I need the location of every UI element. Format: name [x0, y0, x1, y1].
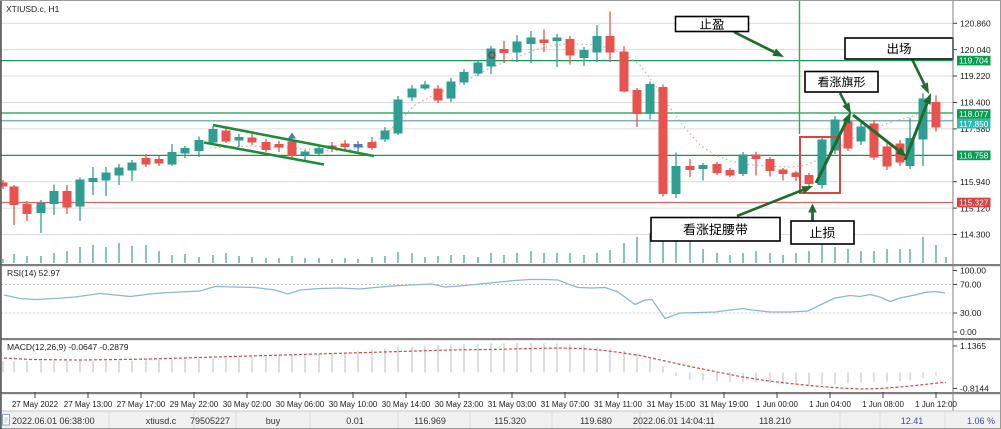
svg-text:120.860: 120.860 [960, 19, 991, 29]
svg-text:12.41: 12.41 [901, 416, 924, 426]
svg-text:27 May 13:00: 27 May 13:00 [64, 400, 113, 409]
svg-text:117.580: 117.580 [960, 124, 990, 134]
svg-text:30 May 23:00: 30 May 23:00 [435, 400, 484, 409]
svg-text:117.850: 117.850 [959, 119, 989, 129]
svg-text:118.210: 118.210 [759, 416, 791, 426]
svg-text:buy: buy [266, 416, 281, 426]
svg-text:31 May 07:00: 31 May 07:00 [541, 400, 590, 409]
svg-text:116.969: 116.969 [414, 416, 446, 426]
svg-text:119.680: 119.680 [580, 416, 612, 426]
svg-text:30 May 06:00: 30 May 06:00 [276, 400, 325, 409]
svg-text:1.06 %: 1.06 % [967, 416, 995, 426]
svg-text:1 Jun 12:00: 1 Jun 12:00 [915, 400, 957, 409]
svg-text:31 May 03:00: 31 May 03:00 [488, 400, 537, 409]
svg-text:115.940: 115.940 [960, 177, 990, 187]
svg-text:120.040: 120.040 [960, 45, 991, 55]
svg-text:30 May 14:00: 30 May 14:00 [382, 400, 431, 409]
svg-text:79505227: 79505227 [190, 416, 230, 426]
svg-text:2022.06.01 06:38:00: 2022.06.01 06:38:00 [12, 416, 95, 426]
svg-text:70.00: 70.00 [960, 280, 982, 290]
svg-text:31 May 15:00: 31 May 15:00 [647, 400, 696, 409]
svg-text:31 May 11:00: 31 May 11:00 [594, 400, 642, 409]
svg-text:30.00: 30.00 [960, 308, 982, 318]
svg-text:116.758: 116.758 [959, 151, 989, 161]
svg-text:114.300: 114.300 [960, 230, 990, 240]
svg-text:xtiusd.c: xtiusd.c [146, 416, 177, 426]
svg-text:27 May 2022: 27 May 2022 [12, 400, 59, 409]
svg-text:XTIUSD.c, H1: XTIUSD.c, H1 [6, 4, 60, 14]
svg-text:29 May 22:00: 29 May 22:00 [170, 400, 219, 409]
svg-text:1.1365: 1.1365 [960, 341, 986, 351]
svg-text:30 May 10:00: 30 May 10:00 [329, 400, 378, 409]
svg-text:27 May 17:00: 27 May 17:00 [117, 400, 166, 409]
svg-text:MACD(12,26,9) -0.0647 -0.2879: MACD(12,26,9) -0.0647 -0.2879 [7, 342, 129, 352]
svg-text:0.01: 0.01 [346, 416, 364, 426]
svg-text:1 Jun 04:00: 1 Jun 04:00 [809, 400, 851, 409]
svg-text:1 Jun 08:00: 1 Jun 08:00 [862, 400, 904, 409]
svg-text:2022.06.01 14:04:11: 2022.06.01 14:04:11 [633, 416, 715, 426]
svg-text:118.400: 118.400 [960, 98, 990, 108]
svg-text:118.077: 118.077 [959, 109, 989, 119]
svg-text:115.120: 115.120 [960, 203, 990, 213]
svg-text:115.320: 115.320 [494, 416, 526, 426]
svg-text:100.00: 100.00 [960, 266, 986, 276]
svg-text:119.704: 119.704 [959, 56, 989, 66]
svg-text:-0.8144: -0.8144 [960, 384, 989, 394]
svg-text:31 May 19:00: 31 May 19:00 [700, 400, 749, 409]
svg-text:RSI(14) 52.97: RSI(14) 52.97 [7, 268, 60, 278]
svg-text:115.327: 115.327 [959, 198, 989, 208]
svg-text:1 Jun 00:00: 1 Jun 00:00 [756, 400, 798, 409]
svg-text:119.220: 119.220 [960, 71, 990, 81]
svg-text:0.00: 0.00 [960, 327, 977, 337]
svg-text:30 May 02:00: 30 May 02:00 [223, 400, 272, 409]
